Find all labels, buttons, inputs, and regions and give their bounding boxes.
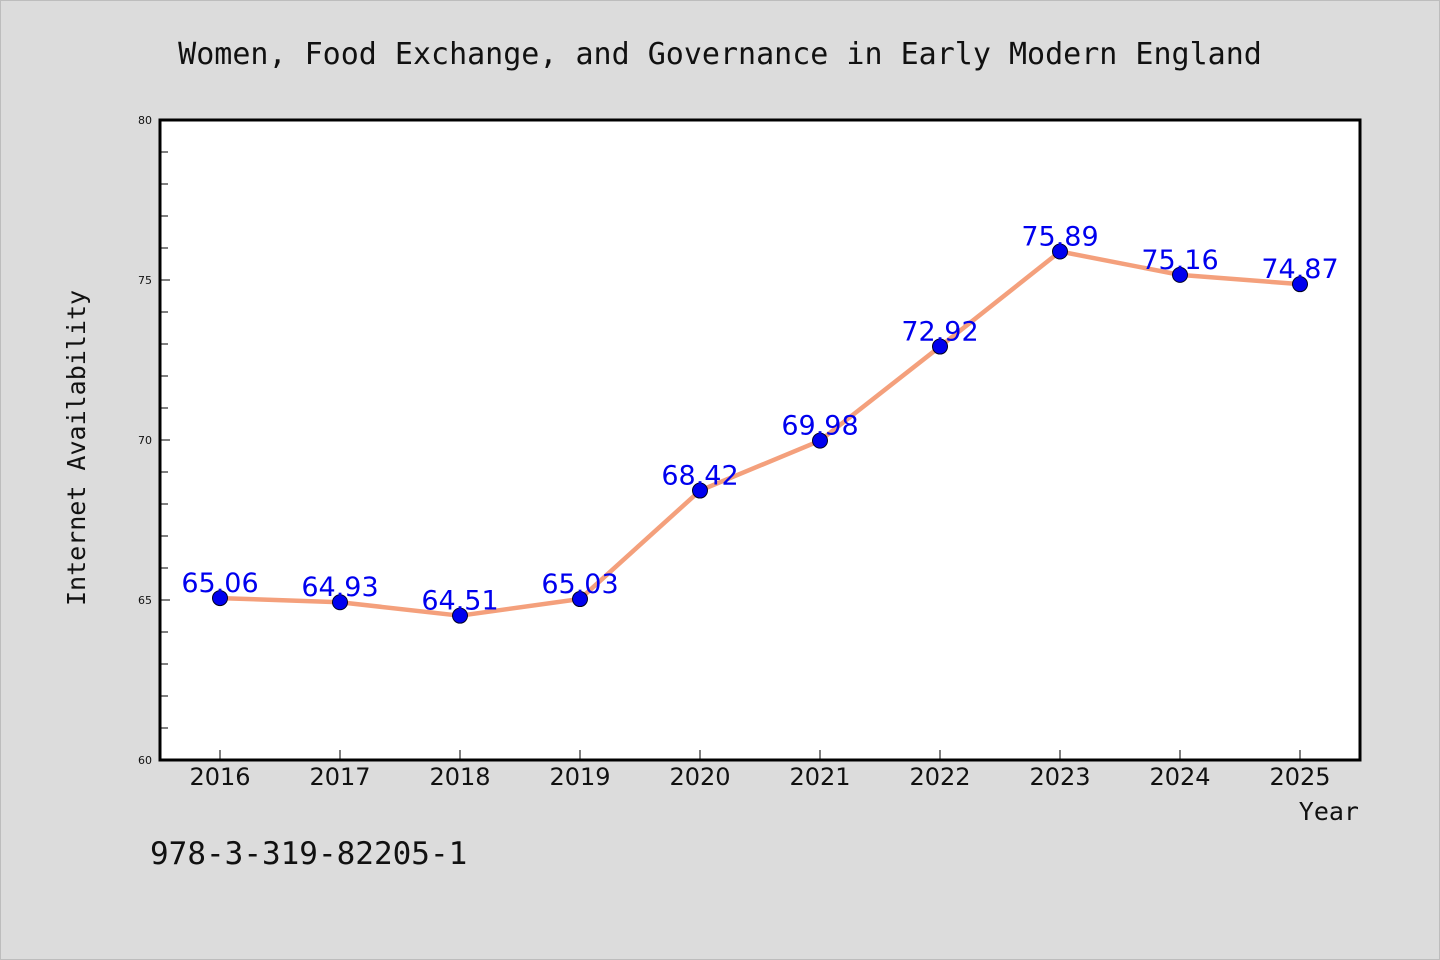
data-point [692,482,708,499]
data-label: 64.51 [421,586,498,617]
data-point [1172,266,1188,283]
x-tick-label: 2023 [1029,763,1090,791]
x-tick-label: 2022 [909,763,970,791]
data-label: 68.42 [661,461,738,492]
y-axis-ticks: 60 65 70 75 80 [138,114,170,767]
plot-area [158,118,1362,762]
x-tick-label: 2024 [1149,763,1210,791]
isbn-text: 978-3-319-82205-1 [150,836,467,872]
data-label: 69.98 [781,411,858,442]
data-point [452,607,468,624]
y-tick-label: 60 [138,754,152,767]
y-tick-label: 75 [138,274,152,287]
data-point [812,432,828,449]
y-axis-label: Internet Availability [62,290,91,606]
x-tick-label: 2016 [189,763,250,791]
x-axis-label: Year [1299,797,1359,826]
series-line [217,249,1303,618]
data-label: 75.89 [1021,222,1098,253]
x-axis-ticks: 2016 2017 2018 2019 2020 2021 2022 2023 2024 2025 [189,750,1331,791]
x-tick-label: 2021 [789,763,850,791]
data-point [1052,243,1068,260]
y-tick-label: 70 [138,434,152,447]
y-tick-label: 80 [138,114,152,127]
data-label: 64.93 [301,572,378,603]
data-point [932,338,948,355]
x-tick-label: 2020 [669,763,730,791]
data-label: 74.87 [1261,254,1338,285]
chart-title: Women, Food Exchange, and Governance in … [178,37,1262,72]
x-tick-label: 2018 [429,763,490,791]
data-label: 75.16 [1141,245,1218,276]
x-tick-label: 2025 [1269,763,1330,791]
data-point [572,591,588,608]
data-point [1292,276,1308,293]
data-label: 72.92 [901,317,978,348]
x-tick-label: 2019 [549,763,610,791]
x-tick-label: 2017 [309,763,370,791]
data-label: 65.03 [541,569,618,600]
data-label: 65.06 [181,568,258,599]
data-point [212,590,228,607]
series-group: 65.06 64.93 64.51 65.03 68.42 69.98 72.92 75.89… [181,222,1339,624]
data-point [332,594,348,611]
y-tick-label: 65 [138,594,152,607]
